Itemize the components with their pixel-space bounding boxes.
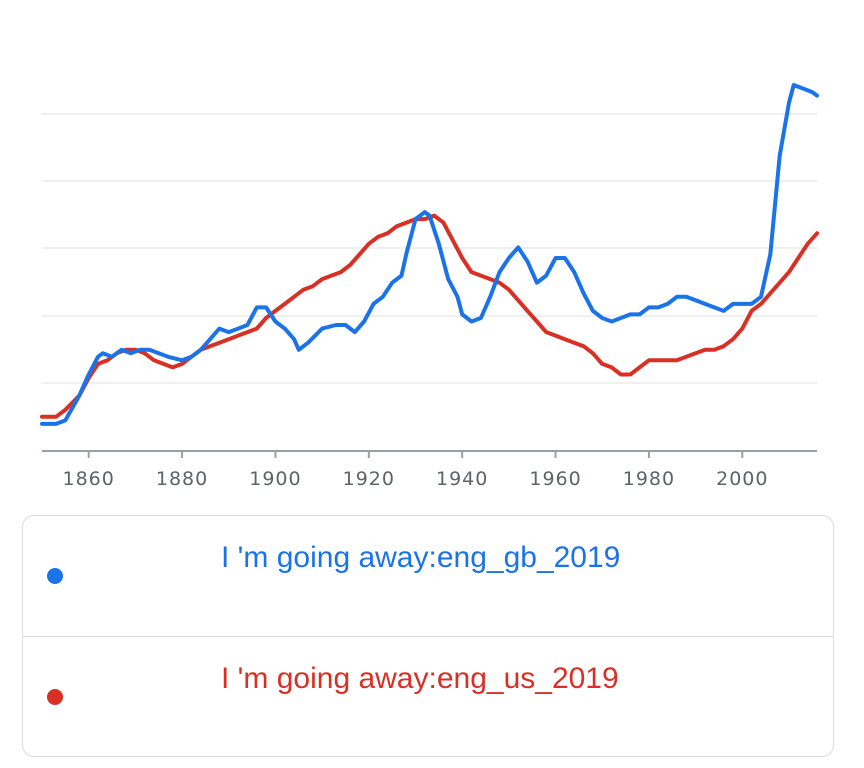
gridlines (42, 113, 817, 384)
line-chart: 1860 1880 1900 1920 1940 1960 1980 2000 (40, 83, 819, 490)
legend-label-gb: I 'm going away:eng_gb_2019 (221, 541, 621, 574)
legend-label-us: I 'm going away:eng_us_2019 (221, 662, 619, 695)
series-line-us (40, 213, 819, 419)
legend-item-us[interactable]: I 'm going away:eng_us_2019 (23, 636, 833, 756)
legend: I 'm going away:eng_gb_2019 I 'm going a… (22, 515, 834, 757)
x-tick-label-2000: 2000 (716, 468, 768, 490)
x-tick-label-1920: 1920 (343, 468, 395, 490)
legend-item-gb[interactable]: I 'm going away:eng_gb_2019 (23, 516, 833, 636)
x-axis-ticks: 1860 1880 1900 1920 1940 1960 1980 2000 (63, 451, 768, 490)
x-tick-label-1980: 1980 (623, 468, 675, 490)
series-line-gb (40, 83, 819, 426)
series-layer (40, 83, 819, 426)
x-tick-label-1880: 1880 (156, 468, 208, 490)
legend-dot-gb (47, 568, 63, 584)
x-tick-label-1860: 1860 (63, 468, 115, 490)
x-tick-label-1940: 1940 (436, 468, 488, 490)
x-tick-label-1960: 1960 (529, 468, 581, 490)
legend-dot-us (47, 689, 63, 705)
x-tick-label-1900: 1900 (249, 468, 301, 490)
